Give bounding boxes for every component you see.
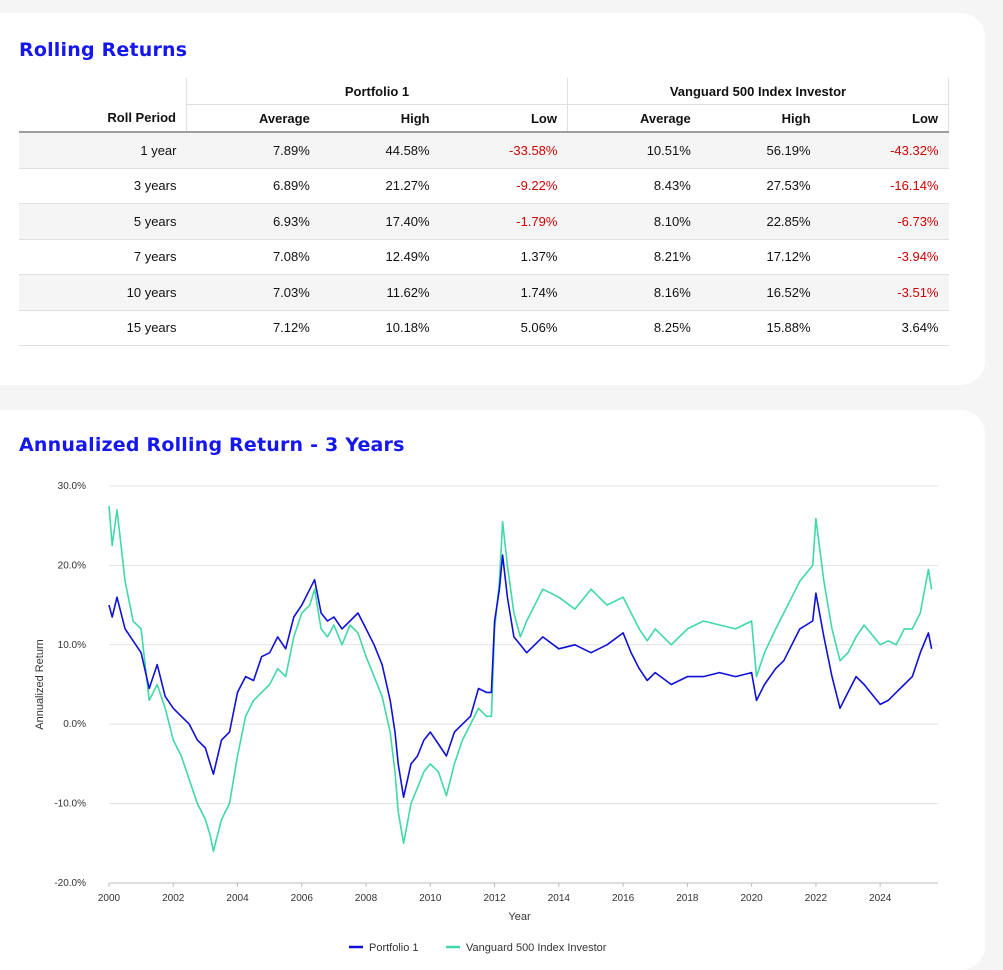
cell-vfinx-average: 8.10% — [567, 203, 701, 240]
table-group-header-row: Portfolio 1 Vanguard 500 Index Investor — [19, 78, 950, 105]
group-header-vanguard-500: Vanguard 500 Index Investor — [566, 78, 950, 105]
x-tick-label: 2000 — [98, 893, 121, 904]
table-row: 1 year 7.89% 44.58% -33.58% 10.51% 56.19% -43.… — [19, 132, 949, 169]
cell-p1-low: 1.37% — [439, 239, 568, 275]
x-tick-label: 2006 — [291, 893, 314, 904]
cell-p1-average: 6.89% — [186, 168, 320, 204]
cell-p1-high: 12.49% — [319, 239, 440, 275]
cell-p1-high: 11.62% — [319, 274, 440, 311]
x-tick-label: 2002 — [162, 893, 185, 904]
cell-vfinx-high: 56.19% — [700, 132, 821, 169]
group-header-portfolio-1: Portfolio 1 — [186, 78, 568, 105]
y-tick-label: -20.0% — [54, 878, 86, 889]
cell-roll-period: 10 years — [19, 274, 187, 311]
x-tick-label: 2008 — [355, 893, 378, 904]
cell-vfinx-average: 8.25% — [567, 310, 701, 346]
cell-vfinx-average: 8.43% — [567, 168, 701, 204]
cell-p1-high: 44.58% — [319, 132, 440, 169]
cell-vfinx-average: 8.16% — [567, 274, 701, 311]
cell-p1-high: 21.27% — [319, 168, 440, 204]
cell-p1-low: -1.79% — [439, 203, 568, 240]
cell-vfinx-average: 10.51% — [567, 132, 701, 169]
legend-label-portfolio-1: Portfolio 1 — [369, 942, 419, 954]
x-tick-label: 2024 — [869, 893, 892, 904]
cell-p1-low: -33.58% — [439, 132, 568, 169]
col-header-vfinx-low: Low — [820, 104, 949, 133]
cell-p1-high: 17.40% — [319, 203, 440, 240]
cell-roll-period: 7 years — [19, 239, 187, 275]
legend-label-vanguard-500: Vanguard 500 Index Investor — [466, 942, 607, 954]
cell-vfinx-low: -43.32% — [820, 132, 949, 169]
cell-vfinx-low: 3.64% — [820, 310, 949, 346]
y-tick-label: 0.0% — [63, 719, 86, 730]
x-tick-label: 2014 — [548, 893, 571, 904]
cell-vfinx-high: 22.85% — [700, 203, 821, 240]
table-row: 7 years 7.08% 12.49% 1.37% 8.21% 17.12% -3.94% — [19, 239, 949, 275]
cell-p1-average: 7.12% — [186, 310, 320, 346]
cell-roll-period: 15 years — [19, 310, 187, 346]
x-tick-label: 2016 — [612, 893, 635, 904]
rolling-returns-title: Rolling Returns — [19, 39, 188, 61]
cell-vfinx-high: 15.88% — [700, 310, 821, 346]
x-tick-label: 2018 — [676, 893, 699, 904]
y-axis-title: Annualized Return — [34, 639, 46, 730]
y-tick-label: 20.0% — [58, 560, 86, 571]
cell-vfinx-high: 27.53% — [700, 168, 821, 204]
table-row: 10 years 7.03% 11.62% 1.74% 8.16% 16.52% -3.51… — [19, 274, 949, 311]
col-header-roll-period: Roll Period — [19, 104, 187, 133]
table-row: 3 years 6.89% 21.27% -9.22% 8.43% 27.53% -16.1… — [19, 168, 949, 204]
col-header-p1-high: High — [319, 104, 440, 133]
cell-vfinx-average: 8.21% — [567, 239, 701, 275]
cell-roll-period: 5 years — [19, 203, 187, 240]
table-row: 15 years 7.12% 10.18% 5.06% 8.25% 15.88% 3.64% — [19, 310, 949, 346]
chart-title: Annualized Rolling Return - 3 Years — [19, 434, 405, 456]
rolling-returns-table: Portfolio 1 Vanguard 500 Index Investor … — [19, 78, 950, 346]
series-line-vanguard-500 — [108, 505, 933, 852]
cell-vfinx-high: 16.52% — [700, 274, 821, 311]
cell-p1-average: 6.93% — [186, 203, 320, 240]
x-tick-label: 2022 — [805, 893, 828, 904]
col-header-vfinx-average: Average — [566, 104, 701, 133]
cell-vfinx-low: -3.94% — [820, 239, 949, 275]
cell-roll-period: 1 year — [19, 132, 187, 169]
col-header-p1-average: Average — [185, 104, 320, 133]
cell-p1-low: 1.74% — [439, 274, 568, 311]
x-tick-label: 2010 — [419, 893, 442, 904]
y-tick-label: 10.0% — [58, 640, 86, 651]
x-axis-title: Year — [508, 911, 531, 923]
table-row: 5 years 6.93% 17.40% -1.79% 8.10% 22.85% -6.73… — [19, 203, 949, 240]
x-tick-label: 2020 — [741, 893, 764, 904]
col-header-vfinx-high: High — [700, 104, 821, 133]
col-header-p1-low: Low — [439, 104, 568, 133]
y-tick-label: 30.0% — [58, 481, 86, 492]
cell-vfinx-low: -6.73% — [820, 203, 949, 240]
cell-p1-average: 7.03% — [186, 274, 320, 311]
x-tick-label: 2012 — [483, 893, 506, 904]
cell-p1-average: 7.89% — [186, 132, 320, 169]
cell-p1-average: 7.08% — [186, 239, 320, 275]
cell-vfinx-low: -16.14% — [820, 168, 949, 204]
cell-p1-low: 5.06% — [439, 310, 568, 346]
cell-vfinx-low: -3.51% — [820, 274, 949, 311]
series-line-portfolio-1 — [108, 554, 933, 798]
rolling-returns-card: Rolling Returns Portfolio 1 Vanguard 500… — [0, 13, 985, 385]
cell-p1-low: -9.22% — [439, 168, 568, 204]
rolling-returns-body: 1 year 7.89% 44.58% -33.58% 10.51% 56.19% -43.… — [19, 132, 949, 346]
cell-vfinx-high: 17.12% — [700, 239, 821, 275]
cell-roll-period: 3 years — [19, 168, 187, 204]
y-tick-label: -10.0% — [54, 799, 86, 810]
x-tick-label: 2004 — [226, 893, 249, 904]
table-column-header-row: Roll Period Average High Low Average Hig… — [19, 104, 949, 133]
cell-p1-high: 10.18% — [319, 310, 440, 346]
